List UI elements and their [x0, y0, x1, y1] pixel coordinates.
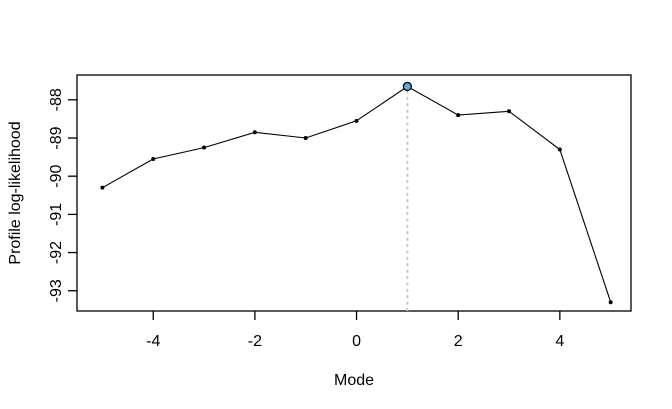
y-tick-label: -88: [48, 88, 65, 111]
y-tick-label: -92: [48, 241, 65, 264]
x-tick-label: -2: [248, 333, 262, 350]
x-axis-title: Mode: [334, 372, 374, 389]
data-point-marker: [507, 109, 512, 114]
data-point-marker: [100, 185, 105, 190]
y-tick-label: -93: [48, 279, 65, 302]
data-point-marker: [303, 136, 308, 141]
data-point-marker: [202, 145, 207, 150]
y-tick-label: -90: [48, 165, 65, 188]
data-point-marker: [354, 118, 359, 123]
data-point-marker: [608, 300, 613, 305]
plot-frame: [76, 74, 632, 312]
data-point-marker: [252, 130, 257, 135]
x-tick-label: 2: [454, 333, 463, 350]
x-tick-label: 0: [352, 333, 361, 350]
data-point-marker: [456, 113, 461, 118]
x-tick-label: -4: [146, 333, 160, 350]
x-tick-label: 4: [555, 333, 564, 350]
y-tick-label: -91: [48, 203, 65, 226]
data-point-marker: [557, 147, 562, 152]
y-axis-title: Profile log-likelihood: [7, 121, 24, 264]
data-point-marker: [151, 157, 156, 162]
maximum-point-marker: [402, 81, 413, 92]
y-tick-label: -89: [48, 126, 65, 149]
